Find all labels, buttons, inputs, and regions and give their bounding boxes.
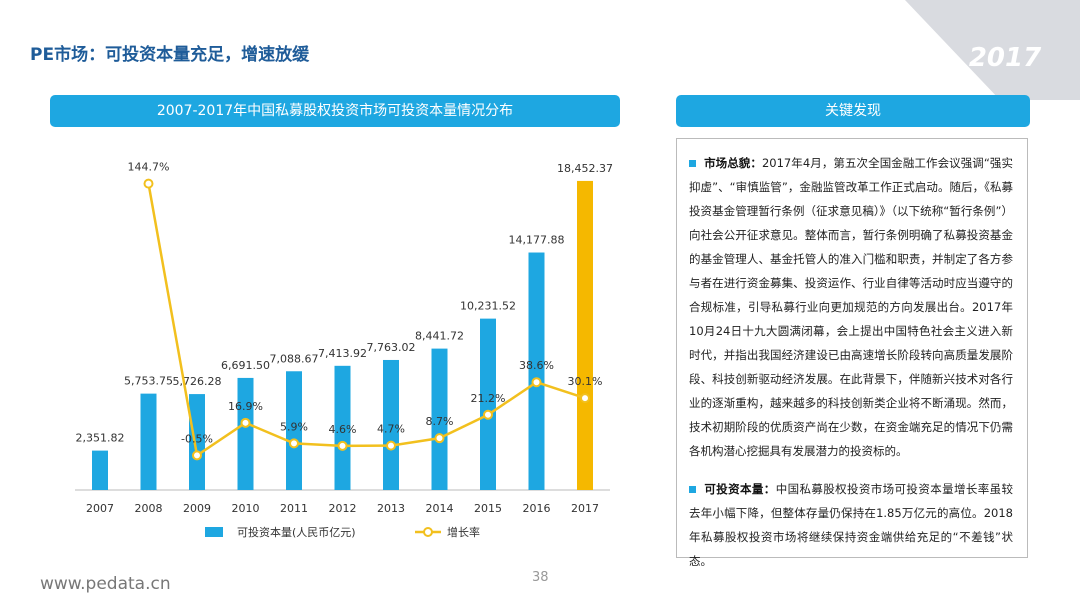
item-lead: 可投资本量： (704, 482, 776, 496)
x-tick-label: 2014 (426, 502, 454, 515)
line-value-label: -0.5% (181, 432, 213, 445)
bar (383, 359, 399, 490)
line-value-label: 38.6% (519, 359, 554, 372)
chart-title: 2007-2017年中国私募股权投资市场可投资本量情况分布 (50, 95, 620, 127)
banner-shape (905, 0, 1080, 100)
banner: 2017 (905, 0, 1080, 100)
x-tick-label: 2017 (571, 502, 599, 515)
bar-value-label: 8,441.72 (415, 330, 464, 343)
bar-value-label: 6,691.50 (221, 359, 270, 372)
bar-value-label: 10,231.52 (460, 300, 516, 313)
x-tick-label: 2013 (377, 502, 405, 515)
footer-url: www.pedata.cn (40, 574, 171, 594)
x-tick-label: 2012 (329, 502, 357, 515)
line-value-label: 5.9% (280, 420, 308, 433)
x-tick-label: 2011 (280, 502, 308, 515)
x-tick-label: 2015 (474, 502, 502, 515)
line (147, 183, 586, 458)
bar-value-label: 7,088.67 (270, 352, 319, 365)
legend-swatch (205, 527, 223, 537)
bar-value-label: 14,177.88 (509, 234, 565, 247)
line-point (143, 178, 154, 189)
year: 2017 (969, 43, 1042, 73)
panel: 市场总貌：2017年4月，第五次全国金融工作会议强调“强实抑虚”、“审慎监管”，… (676, 138, 1028, 568)
legend-swatch (423, 527, 433, 537)
bar-value-label: 7,413.92 (318, 347, 367, 360)
line-value-label: 16.9% (228, 400, 263, 413)
line-point (483, 409, 493, 420)
x-tick-label: 2009 (183, 502, 211, 515)
item-text: 中国私募股权投资市场可投资本量增长率虽较去年小幅下降，但整体存量仍保持在1.85… (689, 482, 1014, 568)
bar (189, 394, 205, 490)
line-value-label: 8.7% (426, 415, 454, 428)
line-point (580, 393, 590, 404)
line-point (386, 440, 396, 451)
legend-label: 增长率 (447, 525, 480, 539)
bar-value-label: 7,763.02 (367, 341, 416, 354)
bar (480, 318, 496, 490)
line-point (289, 438, 299, 449)
item-text: 2017年4月，第五次全国金融工作会议强调“强实抑虚”、“审慎监管”，金融监管改… (689, 156, 1013, 458)
line-value-label: 4.6% (329, 423, 357, 436)
bar (237, 377, 254, 490)
item-lead: 市场总貌： (704, 156, 762, 170)
bar-value-label: 5,726.28 (173, 375, 222, 388)
line-point (434, 433, 445, 444)
line-value-label: 21.2% (471, 392, 506, 405)
line-point (192, 450, 202, 461)
line-value-label: 144.7% (128, 161, 170, 174)
line-value-label: 30.1% (568, 375, 603, 388)
line-point (240, 417, 251, 428)
bar (577, 180, 593, 491)
bar (140, 393, 157, 490)
page-title: PE市场：可投资本量充足，增速放缓 (30, 45, 310, 65)
chart: 2007 2008 2009 2010 2011 2012 2013 2014 2015 2016… (75, 161, 613, 539)
bar (92, 450, 108, 490)
panel-item: 市场总貌：2017年4月，第五次全国金融工作会议强调“强实抑虚”、“审慎监管”，… (689, 151, 1013, 463)
bar-value-label: 5,753.75 (124, 375, 173, 388)
legend-label: 可投资本量(人民币亿元) (237, 525, 356, 539)
bar (528, 252, 545, 490)
bar (431, 348, 448, 490)
x-tick-label: 2010 (232, 502, 260, 515)
panel-item: 可投资本量：中国私募股权投资市场可投资本量增长率虽较去年小幅下降，但整体存量仍保… (689, 477, 1013, 573)
bar (286, 371, 302, 490)
x-tick-label: 2007 (86, 502, 114, 515)
line-point (337, 440, 348, 451)
line-value-label: 4.7% (377, 423, 405, 436)
line-point (531, 377, 542, 388)
x-tick-label: 2016 (523, 502, 551, 515)
bar (334, 365, 351, 490)
page-number: 38 (532, 570, 549, 585)
bar-value-label: 2,351.82 (76, 432, 125, 445)
x-tick-label: 2008 (135, 502, 163, 515)
panel-title: 关键发现 (676, 95, 1030, 127)
bar-value-label: 18,452.37 (557, 162, 613, 175)
